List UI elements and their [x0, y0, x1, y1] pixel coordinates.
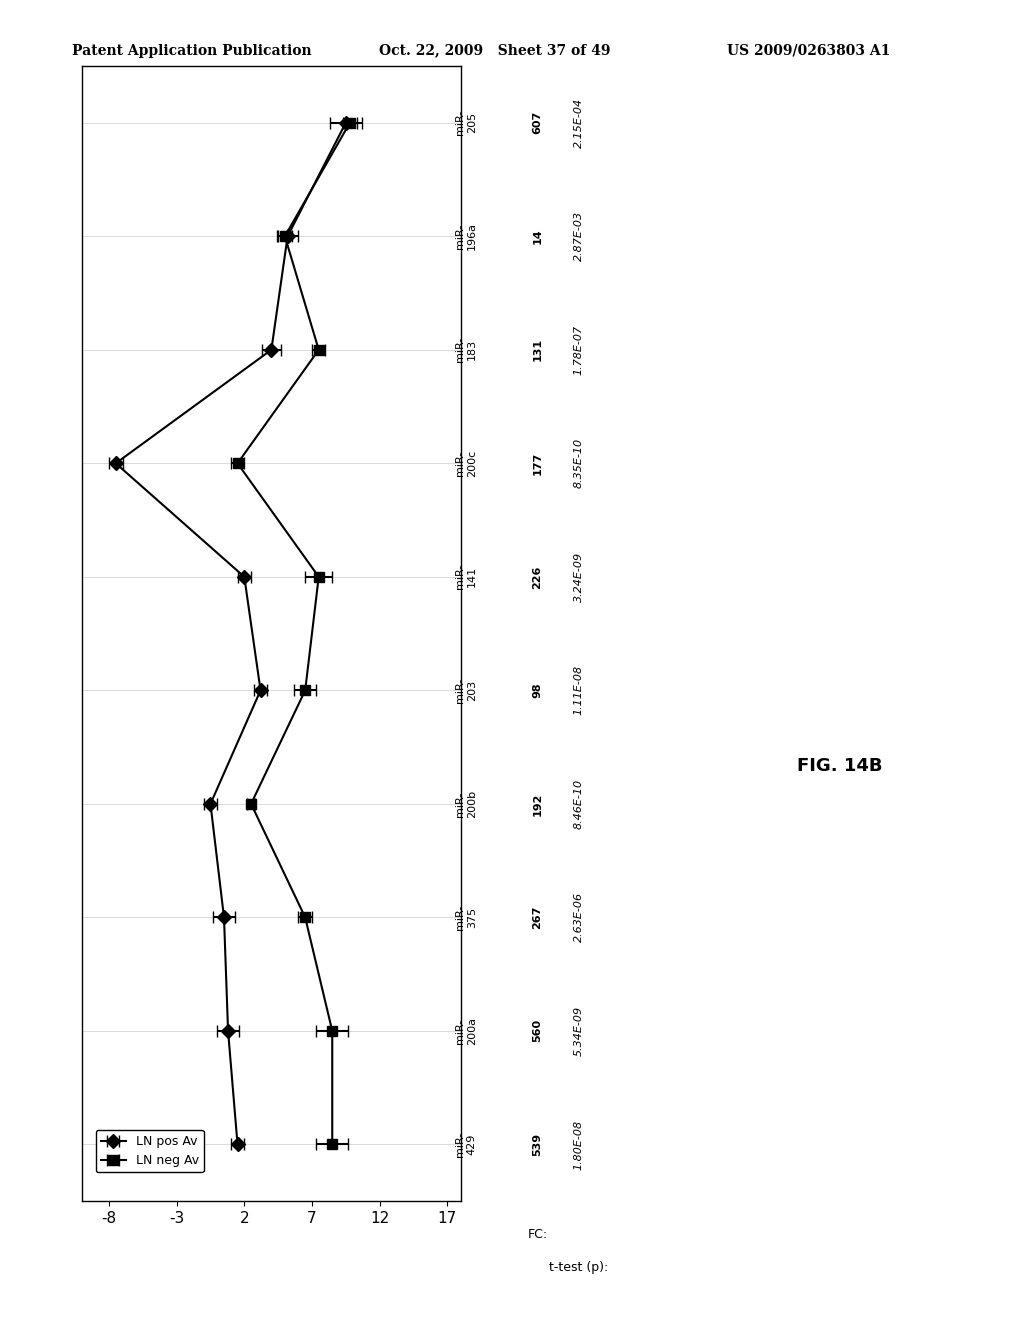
Legend: LN pos Av, LN neg Av: LN pos Av, LN neg Av	[96, 1130, 204, 1172]
Text: 131: 131	[532, 338, 543, 362]
Text: miR-
200b: miR- 200b	[455, 789, 477, 818]
Text: 1.78E-07: 1.78E-07	[573, 325, 584, 375]
Text: t-test (p):: t-test (p):	[549, 1261, 608, 1274]
Text: miR-
141: miR- 141	[455, 564, 477, 590]
Text: miR-
375: miR- 375	[455, 904, 477, 931]
Text: 8.46E-10: 8.46E-10	[573, 779, 584, 829]
Text: 192: 192	[532, 792, 543, 816]
Text: 14: 14	[532, 228, 543, 244]
Text: 1.80E-08: 1.80E-08	[573, 1119, 584, 1170]
Text: FC:: FC:	[527, 1228, 548, 1241]
Text: 2.15E-04: 2.15E-04	[573, 98, 584, 148]
Text: US 2009/0263803 A1: US 2009/0263803 A1	[727, 44, 891, 58]
Text: miR-
183: miR- 183	[455, 337, 477, 363]
Text: 607: 607	[532, 111, 543, 135]
Text: 226: 226	[532, 565, 543, 589]
Text: 539: 539	[532, 1133, 543, 1156]
Text: 3.24E-09: 3.24E-09	[573, 552, 584, 602]
Text: 177: 177	[532, 451, 543, 475]
Text: 98: 98	[532, 682, 543, 698]
Text: Oct. 22, 2009   Sheet 37 of 49: Oct. 22, 2009 Sheet 37 of 49	[379, 44, 610, 58]
Text: miR-
200c: miR- 200c	[455, 450, 477, 477]
Text: miR-
203: miR- 203	[455, 677, 477, 704]
Text: 1.11E-08: 1.11E-08	[573, 665, 584, 715]
Text: Patent Application Publication: Patent Application Publication	[72, 44, 311, 58]
Text: 8.35E-10: 8.35E-10	[573, 438, 584, 488]
Text: miR-
205: miR- 205	[455, 110, 477, 136]
Text: 560: 560	[532, 1019, 543, 1043]
Text: 267: 267	[532, 906, 543, 929]
Text: miR-
429: miR- 429	[455, 1131, 477, 1158]
Text: 2.63E-06: 2.63E-06	[573, 892, 584, 942]
Text: 5.34E-09: 5.34E-09	[573, 1006, 584, 1056]
Text: 2.87E-03: 2.87E-03	[573, 211, 584, 261]
Text: miR-
196a: miR- 196a	[455, 222, 477, 251]
Text: miR-
200a: miR- 200a	[455, 1016, 477, 1045]
Text: FIG. 14B: FIG. 14B	[797, 756, 883, 775]
